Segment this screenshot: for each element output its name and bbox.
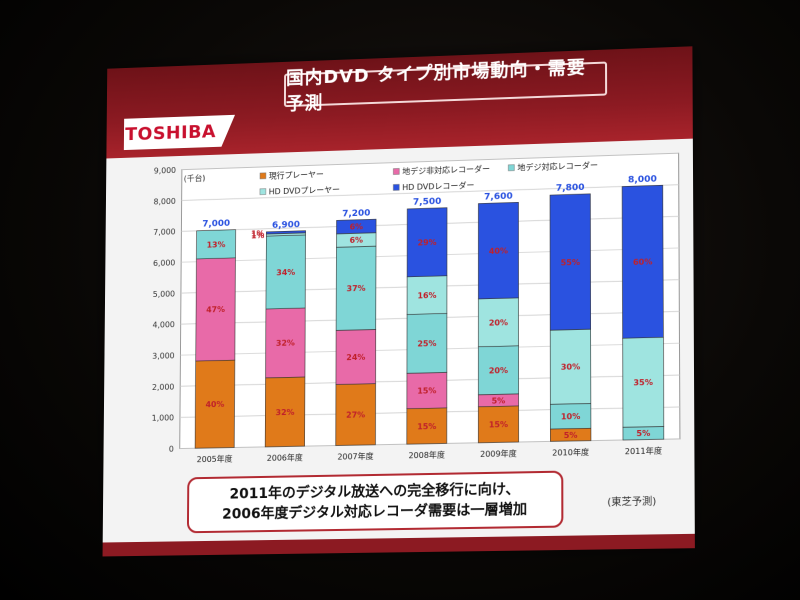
bar-percent-label: 13%: [207, 240, 226, 250]
y-tick-label: 6,000: [153, 258, 175, 268]
bar-percent-label: 32%: [276, 408, 295, 417]
legend-swatch: [393, 184, 399, 190]
bar-total-label: 7,800: [556, 183, 585, 194]
note-box: 2011年のデジタル放送への完全移行に向け、 2006年度デジタル対応レコーダ需…: [187, 471, 563, 534]
legend-swatch: [508, 165, 514, 171]
bar-percent-label: 60%: [633, 257, 653, 267]
y-tick-label: 0: [169, 445, 174, 454]
note-line-2: 2006年度デジタル対応レコーダ需要は一層増加: [222, 500, 527, 525]
x-tick-label: 2006年度: [267, 452, 303, 463]
y-tick-label: 7,000: [153, 227, 175, 237]
bar-percent-label: 20%: [489, 366, 508, 376]
stacked-bar-chart: 0 1,000 2,000 3,000 4,000 5,000 6,000 7,000 8,00…: [111, 135, 692, 470]
bar-percent-label: 16%: [417, 291, 436, 301]
bar-percent-label: 5%: [492, 396, 506, 405]
y-unit-label: (千台): [184, 173, 206, 184]
bar-percent-label: 30%: [561, 362, 581, 372]
bar-percent-label: 5%: [636, 429, 650, 439]
bar-percent-label: 10%: [561, 412, 581, 422]
bar-total-label: 6,900: [272, 220, 300, 231]
bar-percent-label: 34%: [276, 268, 295, 278]
bar-percent-label: 40%: [489, 246, 508, 256]
bar-total-label: 7,200: [342, 208, 370, 219]
bar-percent-label: 1%: [251, 229, 264, 238]
x-tick-label: 2011年度: [625, 445, 662, 456]
bar-percent-label: 29%: [418, 238, 437, 248]
y-tick-label: 2,000: [152, 382, 174, 392]
bar-percent-label: 6%: [350, 236, 364, 245]
y-tick-label: 5,000: [153, 289, 175, 299]
bar-percent-label: 20%: [489, 318, 508, 328]
bar-percent-label: 25%: [417, 339, 436, 349]
source-note: (東芝予測): [607, 492, 656, 508]
bar-percent-label: 15%: [417, 422, 436, 432]
legend-swatch: [393, 168, 399, 174]
bar-percent-label: 24%: [346, 353, 365, 363]
y-tick-label: 4,000: [152, 320, 174, 330]
legend-label: 現行プレーヤー: [269, 169, 324, 181]
bar-percent-label: 40%: [206, 400, 225, 409]
chart-svg: 0 1,000 2,000 3,000 4,000 5,000 6,000 7,000 8,00…: [111, 135, 692, 470]
bar-percent-label: 15%: [489, 420, 508, 430]
x-tick-label: 2007年度: [337, 451, 373, 462]
bar-percent-label: 47%: [206, 305, 225, 315]
bar-percent-label: 5%: [564, 431, 578, 441]
projected-slide: 国内DVD タイプ別市場動向・需要予測 TOSHIBA 0 1,000 2,000 3…: [103, 46, 695, 556]
y-tick-label: 9,000: [154, 166, 176, 176]
x-tick-label: 2010年度: [552, 447, 589, 458]
x-tick-label: 2005年度: [197, 453, 233, 464]
bar-percent-label: 27%: [346, 410, 365, 420]
toshiba-logo: TOSHIBA: [124, 115, 235, 150]
slide-title: 国内DVD タイプ別市場動向・需要予測: [284, 62, 607, 108]
y-tick-label: 1,000: [152, 413, 174, 423]
y-tick-label: 8,000: [154, 197, 176, 207]
x-tick-label: 2008年度: [409, 449, 446, 460]
bar-total-label: 7,600: [484, 191, 513, 202]
bar-percent-label: 35%: [633, 378, 653, 388]
x-tick-label: 2009年度: [480, 448, 517, 459]
bar-percent-label: 32%: [276, 339, 295, 349]
legend-swatch: [260, 189, 266, 195]
bar-total-label: 7,500: [413, 197, 441, 208]
bar-percent-label: 6%: [350, 222, 364, 231]
bar-percent-label: 15%: [417, 386, 436, 396]
bar-total-label: 7,000: [202, 219, 230, 230]
bar-total-label: 8,000: [628, 174, 657, 185]
bar-percent-label: 55%: [561, 258, 580, 268]
y-tick-label: 3,000: [152, 351, 174, 361]
bar-percent-label: 37%: [347, 284, 366, 294]
legend-swatch: [260, 173, 266, 179]
